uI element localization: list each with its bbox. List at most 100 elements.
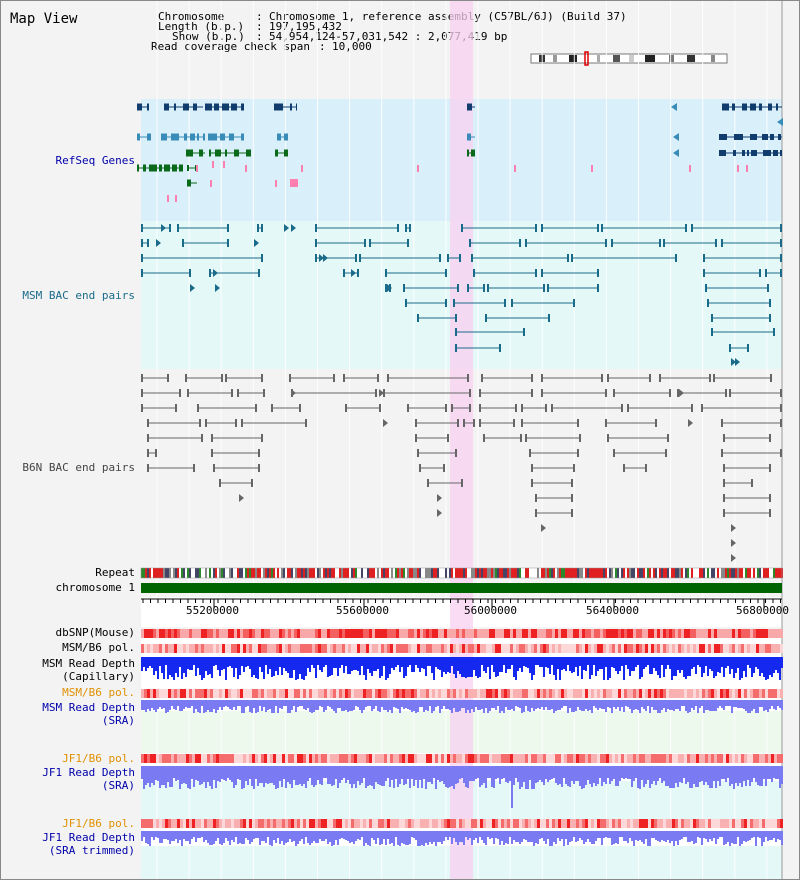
read-depth-bar <box>419 831 421 846</box>
polymorphism-heat-cell <box>609 689 612 698</box>
gene-exon <box>174 103 176 111</box>
read-depth-bar <box>167 766 169 782</box>
read-depth-bar <box>473 657 475 670</box>
polymorphism-heat-cell <box>456 754 459 763</box>
polymorphism-heat-cell <box>417 629 420 638</box>
read-depth-bar <box>495 700 497 710</box>
read-depth-bar <box>289 700 291 713</box>
polymorphism-heat-cell <box>498 629 501 638</box>
polymorphism-heat-cell <box>606 754 609 763</box>
polymorphism-heat-cell <box>489 629 492 638</box>
polymorphism-heat-cell <box>528 819 531 828</box>
polymorphism-heat-cell <box>270 754 273 763</box>
read-depth-bar <box>297 657 299 679</box>
read-depth-bar <box>687 700 689 713</box>
polymorphism-heat-cell <box>723 754 726 763</box>
gene-exon <box>197 133 199 141</box>
gene-exon <box>172 164 177 172</box>
read-depth-bar <box>459 700 461 711</box>
repeat-segment <box>479 568 481 578</box>
polymorphism-heat-cell <box>234 644 237 653</box>
msm-read-depth-capillary-label[interactable]: MSM Read Depth <box>42 657 135 670</box>
polymorphism-heat-cell <box>141 819 144 828</box>
jf1-b6-pol-2-label[interactable]: JF1/B6 pol. <box>62 817 135 830</box>
read-depth-bar <box>715 766 717 788</box>
read-depth-bar <box>521 831 523 842</box>
repeat-segment <box>147 568 149 578</box>
read-depth-bar <box>301 831 303 839</box>
polymorphism-heat-cell <box>369 754 372 763</box>
read-depth-bar <box>345 766 347 783</box>
bac-end-right <box>659 239 661 247</box>
msm-b6-pol-2-label[interactable]: MSM/B6 pol. <box>62 686 135 699</box>
jf1-b6-pol-label[interactable]: JF1/B6 pol. <box>62 752 135 765</box>
polymorphism-heat-cell <box>342 644 345 653</box>
read-depth-bar <box>343 831 345 839</box>
polymorphism-heat-cell <box>717 629 720 638</box>
jf1-read-depth-trim-label[interactable]: JF1 Read Depth <box>42 831 135 844</box>
read-depth-bar <box>335 831 337 840</box>
ideogram-band <box>613 55 620 62</box>
read-depth-bar <box>537 657 539 665</box>
dbsnp-label[interactable]: dbSNP(Mouse) <box>55 626 135 639</box>
refseq-genes-label[interactable]: RefSeq Genes <box>55 154 135 167</box>
read-depth-bar <box>423 831 425 846</box>
polymorphism-heat-cell <box>507 644 510 653</box>
polymorphism-heat-cell <box>747 819 750 828</box>
polymorphism-heat-cell <box>393 819 396 828</box>
read-depth-bar <box>615 657 617 671</box>
gene-exon <box>733 150 736 156</box>
read-depth-bar <box>573 700 575 712</box>
polymorphism-heat-cell <box>735 644 738 653</box>
polymorphism-heat-cell <box>612 629 615 638</box>
gene-exon <box>770 134 774 140</box>
read-depth-bar <box>757 657 759 669</box>
repeat-segment <box>241 568 243 578</box>
read-depth-bar <box>607 700 609 707</box>
polymorphism-heat-cell <box>153 689 156 698</box>
polymorphism-heat-cell <box>777 819 780 828</box>
repeat-segment <box>263 568 265 578</box>
polymorphism-heat-cell <box>633 754 636 763</box>
msm-bac-label[interactable]: MSM BAC end pairs <box>22 289 135 302</box>
gene-feature-pink <box>746 165 748 172</box>
read-depth-bar <box>617 657 619 674</box>
bac-end-right <box>780 389 782 397</box>
polymorphism-heat-cell <box>570 629 573 638</box>
gene-exon <box>220 133 225 141</box>
chromosome-ideogram[interactable] <box>527 51 733 67</box>
msm-read-depth-sra-label[interactable]: MSM Read Depth <box>42 701 135 714</box>
read-depth-bar <box>563 766 565 778</box>
read-depth-bar <box>595 831 597 841</box>
polymorphism-heat-cell <box>285 754 288 763</box>
b6n-bac-label[interactable]: B6N BAC end pairs <box>22 461 135 474</box>
gene-exon <box>734 134 743 140</box>
read-depth-bar <box>567 657 569 665</box>
read-depth-bar <box>225 700 227 706</box>
repeat-segment <box>235 568 237 578</box>
polymorphism-heat-cell <box>762 754 765 763</box>
length-label: Length (b.p.) <box>158 20 245 33</box>
polymorphism-heat-cell <box>585 644 588 653</box>
read-depth-bar <box>365 700 367 707</box>
bac-end-left <box>447 254 449 262</box>
repeat-segment <box>279 568 281 578</box>
polymorphism-heat-cell <box>528 644 531 653</box>
msm-b6-pol-label[interactable]: MSM/B6 pol. <box>62 641 135 654</box>
read-depth-bar <box>213 657 215 666</box>
read-depth-bar <box>561 700 563 708</box>
read-depth-bar <box>291 700 293 710</box>
polymorphism-heat-cell <box>435 629 438 638</box>
polymorphism-heat-cell <box>315 689 318 698</box>
jf1-read-depth-sra-label[interactable]: JF1 Read Depth <box>42 766 135 779</box>
polymorphism-heat-cell <box>249 689 252 698</box>
read-depth-bar <box>623 700 625 712</box>
bac-end-right <box>770 374 772 382</box>
repeat-segment <box>239 568 241 578</box>
read-depth-bar <box>729 657 731 674</box>
read-depth-bar <box>155 700 157 712</box>
polymorphism-heat-cell <box>309 644 312 653</box>
read-depth-bar <box>363 831 365 846</box>
